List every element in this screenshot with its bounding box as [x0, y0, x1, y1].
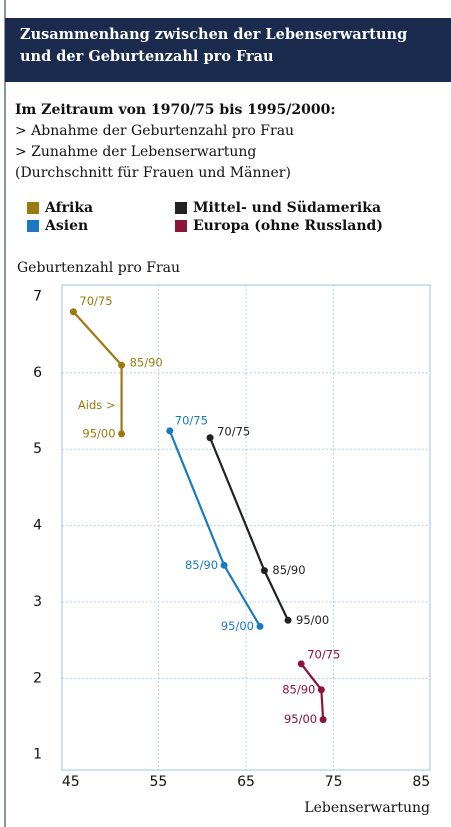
legend-label: Afrika: [44, 200, 93, 216]
point: [297, 660, 305, 668]
point: [69, 308, 77, 316]
point-label: 85/90: [282, 682, 315, 696]
note: > Zunahme der Lebenserwartung: [15, 144, 256, 160]
legend-swatch: [175, 202, 187, 214]
point: [284, 616, 292, 624]
y-axis-label: Geburtenzahl pro Frau: [17, 260, 180, 276]
point-label: 95/00: [296, 613, 329, 627]
x-axis-label: Lebenserwartung: [304, 800, 430, 816]
point-label: 70/75: [217, 424, 250, 438]
x-tick-label: 65: [237, 774, 255, 790]
point-label: 70/75: [307, 647, 340, 661]
y-tick-label: 3: [33, 594, 42, 610]
note: > Abnahme der Geburtenzahl pro Frau: [15, 123, 294, 139]
point-label: 95/00: [284, 712, 317, 726]
header: [5, 18, 451, 82]
subtitle: Im Zeitraum von 1970/75 bis 1995/2000:: [15, 102, 336, 118]
point: [256, 622, 264, 630]
y-tick-label: 5: [33, 441, 42, 457]
point: [118, 430, 126, 438]
y-tick-label: 4: [33, 518, 42, 534]
legend-swatch: [175, 220, 187, 232]
x-tick-label: 45: [62, 774, 80, 790]
legend-label: Europa (ohne Russland): [193, 218, 383, 234]
legend-label: Asien: [44, 218, 88, 234]
y-tick-label: 7: [33, 288, 42, 304]
point: [317, 686, 325, 694]
note: (Durchschnitt für Frauen und Männer): [15, 165, 291, 181]
point-label: 85/90: [185, 558, 218, 572]
point-label: 70/75: [175, 413, 208, 427]
point: [220, 561, 228, 569]
series-line: [209, 437, 290, 621]
x-tick-label: 55: [149, 774, 167, 790]
point-label: 70/75: [79, 294, 112, 308]
point-label: 85/90: [130, 356, 163, 370]
point-label: 95/00: [82, 426, 115, 440]
chart-title: Zusammenhang zwischen der Lebenserwartun…: [20, 26, 408, 65]
legend-swatch: [27, 220, 39, 232]
point: [166, 427, 174, 435]
x-tick-label: 75: [325, 774, 343, 790]
point: [206, 434, 214, 442]
point: [118, 361, 126, 369]
point: [260, 567, 268, 575]
annotation: Aids >: [78, 398, 116, 412]
point: [319, 716, 327, 724]
point-label: 95/00: [221, 619, 254, 633]
legend-swatch: [27, 202, 39, 214]
legend-label: Mittel- und Südamerika: [193, 200, 381, 216]
y-tick-label: 2: [33, 670, 42, 686]
y-tick-label: 1: [33, 747, 42, 763]
x-tick-label: 85: [412, 774, 430, 790]
point-label: 85/90: [272, 563, 305, 577]
y-tick-label: 6: [33, 365, 42, 381]
title-box: Zusammenhang zwischen der Lebenserwartun…: [20, 26, 408, 65]
